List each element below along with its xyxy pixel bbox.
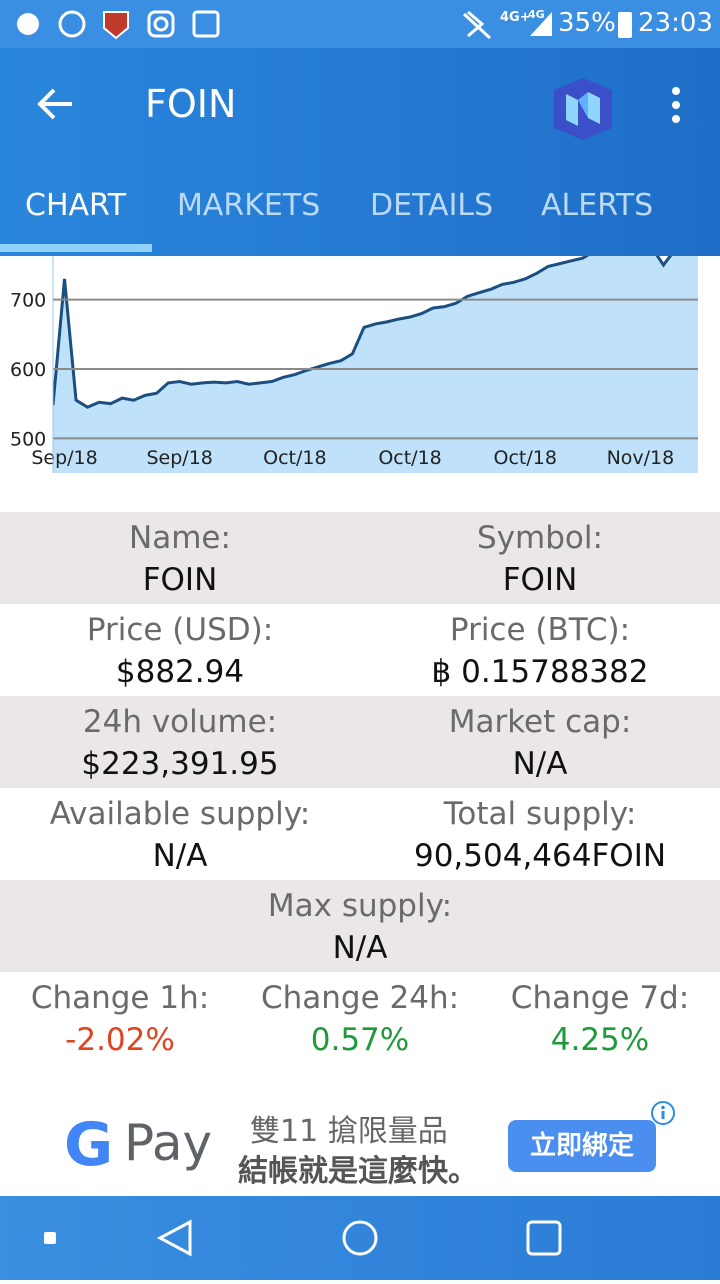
change-label: Change 1h:: [30, 980, 210, 1016]
x-tick-label: Oct/18: [263, 447, 326, 469]
change-value: 0.57%: [310, 1022, 410, 1058]
icon: [462, 10, 492, 40]
info-row: Available supply: N/A Total supply: 90,504,…: [0, 788, 720, 880]
x-tick-label: Oct/18: [494, 447, 557, 469]
info-value: FOIN: [142, 562, 218, 598]
menu-button[interactable]: [668, 86, 684, 126]
network-label: 4G: [528, 8, 545, 21]
info-value: $882.94: [115, 654, 245, 690]
change-value: -2.02%: [65, 1022, 175, 1058]
icon: [618, 12, 632, 38]
icon: [153, 16, 169, 32]
nav-recent-small[interactable]: [44, 1232, 56, 1244]
clock: 23:03: [638, 8, 713, 38]
info-value: FOIN: [502, 562, 578, 598]
ad-banner[interactable]: G Pay 雙11 搶限量品 結帳就是這麼快。 立即綁定: [0, 1090, 720, 1194]
info-label: Max supply:: [267, 888, 453, 924]
battery-label: 35%: [558, 8, 616, 38]
info-label: Symbol:: [477, 520, 603, 556]
change-cell: Change 7d: 4.25%: [480, 972, 720, 1064]
info-cell: Max supply: N/A: [0, 880, 720, 972]
line: [53, 256, 673, 409]
nav-bar: [0, 1196, 720, 1280]
x-tick-label: Sep/18: [147, 447, 213, 469]
x-tick-label: Oct/18: [378, 447, 441, 469]
tab[interactable]: ALERTS: [541, 188, 654, 223]
nav-recents[interactable]: [526, 1220, 562, 1256]
info-value: ฿ 0.15788382: [431, 654, 649, 690]
ad-brand: Pay: [124, 1114, 213, 1172]
info-value: 90,504,464FOIN: [413, 838, 667, 874]
info-value: N/A: [332, 930, 388, 966]
network-label: 4G+: [500, 10, 531, 25]
icon: [103, 11, 129, 40]
info-value: N/A: [512, 746, 568, 782]
info-cell: Name: FOIN: [0, 512, 360, 604]
info-label: 24h volume:: [82, 704, 278, 740]
change-cell: Change 24h: 0.57%: [240, 972, 480, 1064]
info-label: Price (BTC):: [449, 612, 631, 648]
g-logo: G: [64, 1110, 114, 1180]
status-icons: [17, 10, 632, 40]
info-cell: 24h volume: $223,391.95: [0, 696, 360, 788]
tab[interactable]: CHART: [25, 188, 127, 223]
info-cell: Total supply: 90,504,464FOIN: [360, 788, 720, 880]
info-cell: Price (USD): $882.94: [0, 604, 360, 696]
ad-button[interactable]: 立即綁定: [508, 1120, 656, 1172]
plot: [53, 256, 698, 473]
nav-back[interactable]: [156, 1219, 192, 1257]
info-row: Name: FOIN Symbol: FOIN: [0, 512, 720, 604]
x-tick-label: Sep/18: [31, 447, 97, 469]
ad-text: 結帳就是這麼快。: [238, 1154, 478, 1189]
info-table: Name: FOIN Symbol: FOIN Price (USD): $882.94 P…: [0, 512, 720, 972]
info-row: 24h volume: $223,391.95 Market cap: N/A: [0, 696, 720, 788]
nav-home[interactable]: [342, 1220, 378, 1256]
y-tick-label: 600: [10, 359, 46, 381]
info-label: Available supply:: [49, 796, 311, 832]
icon: [530, 12, 552, 36]
changes: Change 1h: -2.02% Change 24h: 0.57% Change 7…: [0, 972, 720, 1082]
icon: [192, 10, 220, 38]
info-label: Market cap:: [448, 704, 632, 740]
icon: [147, 10, 175, 38]
y-tick-label: 500: [10, 428, 46, 450]
app-bar: FOIN CHART MARKETS DETAILS ALERTS: [0, 48, 720, 256]
tab[interactable]: DETAILS: [370, 188, 494, 223]
info-row: Price (USD): $882.94 Price (BTC): ฿ 0.15788…: [0, 604, 720, 696]
app-title: FOIN: [145, 82, 237, 126]
change-label: Change 24h:: [260, 980, 460, 1016]
change-label: Change 7d:: [510, 980, 690, 1016]
change-cell: Change 1h: -2.02%: [0, 972, 240, 1064]
info-label: Name:: [129, 520, 231, 556]
info-value: N/A: [152, 838, 208, 874]
info-cell: Symbol: FOIN: [360, 512, 720, 604]
info-value: $223,391.95: [81, 746, 279, 782]
back-button[interactable]: [36, 86, 76, 122]
status-bar: 4G+ 4G 35% 23:03: [0, 0, 720, 48]
tab[interactable]: MARKETS: [177, 188, 321, 223]
ad-text: 雙11 搶限量品: [250, 1114, 448, 1149]
info-row: Max supply: N/A: [0, 880, 720, 972]
info-label: Price (USD):: [86, 612, 274, 648]
icon: [58, 10, 86, 38]
chart: 500 600 700 Sep/18 Sep/18 Oct/18 Oct/18 Oct/18 N…: [10, 256, 698, 473]
logo: [554, 78, 612, 140]
tab-indicator: [0, 244, 152, 252]
y-tick-label: 700: [10, 290, 46, 312]
nav-icons: [44, 1219, 562, 1257]
change-value: 4.25%: [550, 1022, 650, 1058]
ad-info[interactable]: [650, 1100, 676, 1126]
info-cell: Market cap: N/A: [360, 696, 720, 788]
info-cell: Price (BTC): ฿ 0.15788382: [360, 604, 720, 696]
info-cell: Available supply: N/A: [0, 788, 360, 880]
area: [53, 256, 698, 473]
info-label: Total supply:: [443, 796, 637, 832]
x-tick-label: Nov/18: [607, 447, 675, 469]
icon: [17, 13, 39, 35]
